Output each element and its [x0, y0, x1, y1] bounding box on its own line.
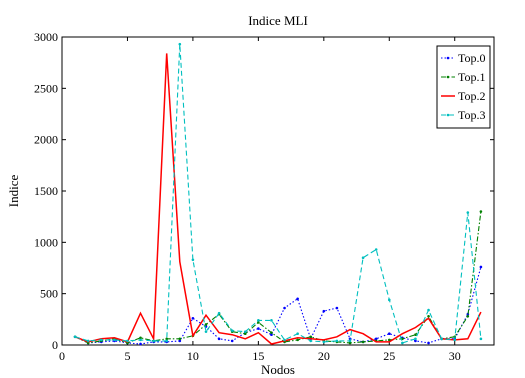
data-point — [309, 339, 313, 343]
data-point — [217, 337, 221, 341]
data-point — [243, 330, 247, 333]
legend-box — [436, 45, 491, 129]
x-tick-label: 25 — [383, 349, 395, 363]
data-point — [86, 339, 90, 343]
legend-label: Top.0 — [458, 51, 486, 65]
data-point — [296, 297, 299, 301]
data-point — [348, 339, 352, 343]
data-point — [296, 332, 299, 336]
legend-label: Top.1 — [458, 70, 486, 84]
data-point — [230, 339, 234, 343]
data-point — [440, 337, 443, 341]
x-tick-label: 30 — [449, 349, 461, 363]
data-point — [270, 319, 273, 322]
data-point — [191, 258, 195, 262]
data-point — [165, 339, 169, 343]
x-tick-label: 10 — [187, 349, 199, 363]
series-Top-2 — [74, 53, 482, 345]
legend-label: Top.3 — [458, 108, 486, 122]
series-line — [74, 44, 482, 344]
data-point — [374, 248, 378, 251]
data-point — [270, 333, 273, 337]
axis-ticks: 0 5 10 15 20 25 30 0 500 1000 1500 2000 2500 3000 — [34, 30, 494, 363]
data-point — [414, 333, 417, 337]
data-point — [204, 323, 208, 326]
x-tick-label: 0 — [59, 349, 65, 363]
legend-label: Top.2 — [458, 89, 486, 103]
data-point — [283, 338, 286, 342]
data-point — [466, 211, 470, 214]
data-point — [387, 338, 391, 342]
x-tick-label: 15 — [252, 349, 264, 363]
x-axis-label: Nodos — [261, 362, 295, 377]
y-tick-label: 2000 — [34, 133, 58, 147]
data-point — [427, 314, 430, 318]
data-point — [139, 338, 142, 342]
data-point — [374, 337, 378, 341]
data-point — [479, 337, 483, 341]
data-point — [361, 340, 365, 344]
data-point — [178, 42, 182, 46]
data-point — [204, 330, 208, 333]
data-point — [401, 341, 404, 345]
data-point — [178, 339, 182, 343]
chart-title: Indice MLI — [248, 13, 308, 28]
y-axis-label: Indice — [6, 175, 21, 208]
data-point — [466, 314, 470, 318]
data-point — [427, 308, 430, 312]
data-point — [427, 341, 430, 345]
series-layer — [73, 42, 483, 346]
y-tick-label: 2500 — [34, 81, 58, 95]
data-point — [139, 336, 142, 340]
y-tick-label: 1000 — [34, 235, 58, 249]
data-point — [178, 337, 182, 341]
data-point — [453, 338, 457, 342]
data-point — [387, 298, 391, 302]
data-point — [217, 311, 221, 315]
data-point — [309, 335, 313, 339]
data-point — [322, 309, 326, 313]
data-point — [296, 338, 299, 342]
data-point — [139, 342, 142, 346]
data-point — [257, 319, 260, 322]
legend-marker — [446, 113, 450, 117]
data-point — [230, 329, 234, 332]
data-point — [257, 327, 260, 330]
data-point — [270, 331, 273, 334]
y-tick-label: 500 — [40, 287, 58, 301]
data-point — [414, 337, 417, 341]
data-point — [361, 256, 365, 260]
legend: Top.0 Top.1 Top.2 Top.3 — [436, 45, 491, 129]
data-point — [414, 339, 417, 343]
y-tick-label: 1500 — [34, 184, 58, 198]
data-point — [479, 210, 483, 213]
y-tick-label: 3000 — [34, 30, 58, 44]
legend-marker — [446, 75, 450, 79]
data-point — [191, 317, 195, 320]
data-point — [283, 306, 286, 310]
y-tick-label: 0 — [52, 338, 58, 352]
x-tick-label: 5 — [124, 349, 130, 363]
x-tick-label: 20 — [318, 349, 330, 363]
data-point — [126, 339, 129, 343]
series-line — [74, 53, 482, 345]
plot-area — [61, 36, 495, 346]
data-point — [335, 339, 339, 343]
data-point — [152, 339, 155, 343]
data-point — [479, 265, 483, 269]
series-line — [74, 211, 482, 344]
data-point — [335, 306, 339, 310]
legend-marker — [446, 56, 450, 60]
data-point — [348, 341, 352, 345]
series-Top-3 — [73, 42, 483, 345]
data-point — [73, 335, 77, 339]
data-point — [99, 338, 103, 342]
data-point — [322, 340, 326, 344]
data-point — [387, 332, 391, 336]
data-point — [113, 338, 116, 342]
data-point — [257, 321, 260, 324]
data-point — [165, 337, 169, 341]
data-point — [243, 332, 247, 336]
